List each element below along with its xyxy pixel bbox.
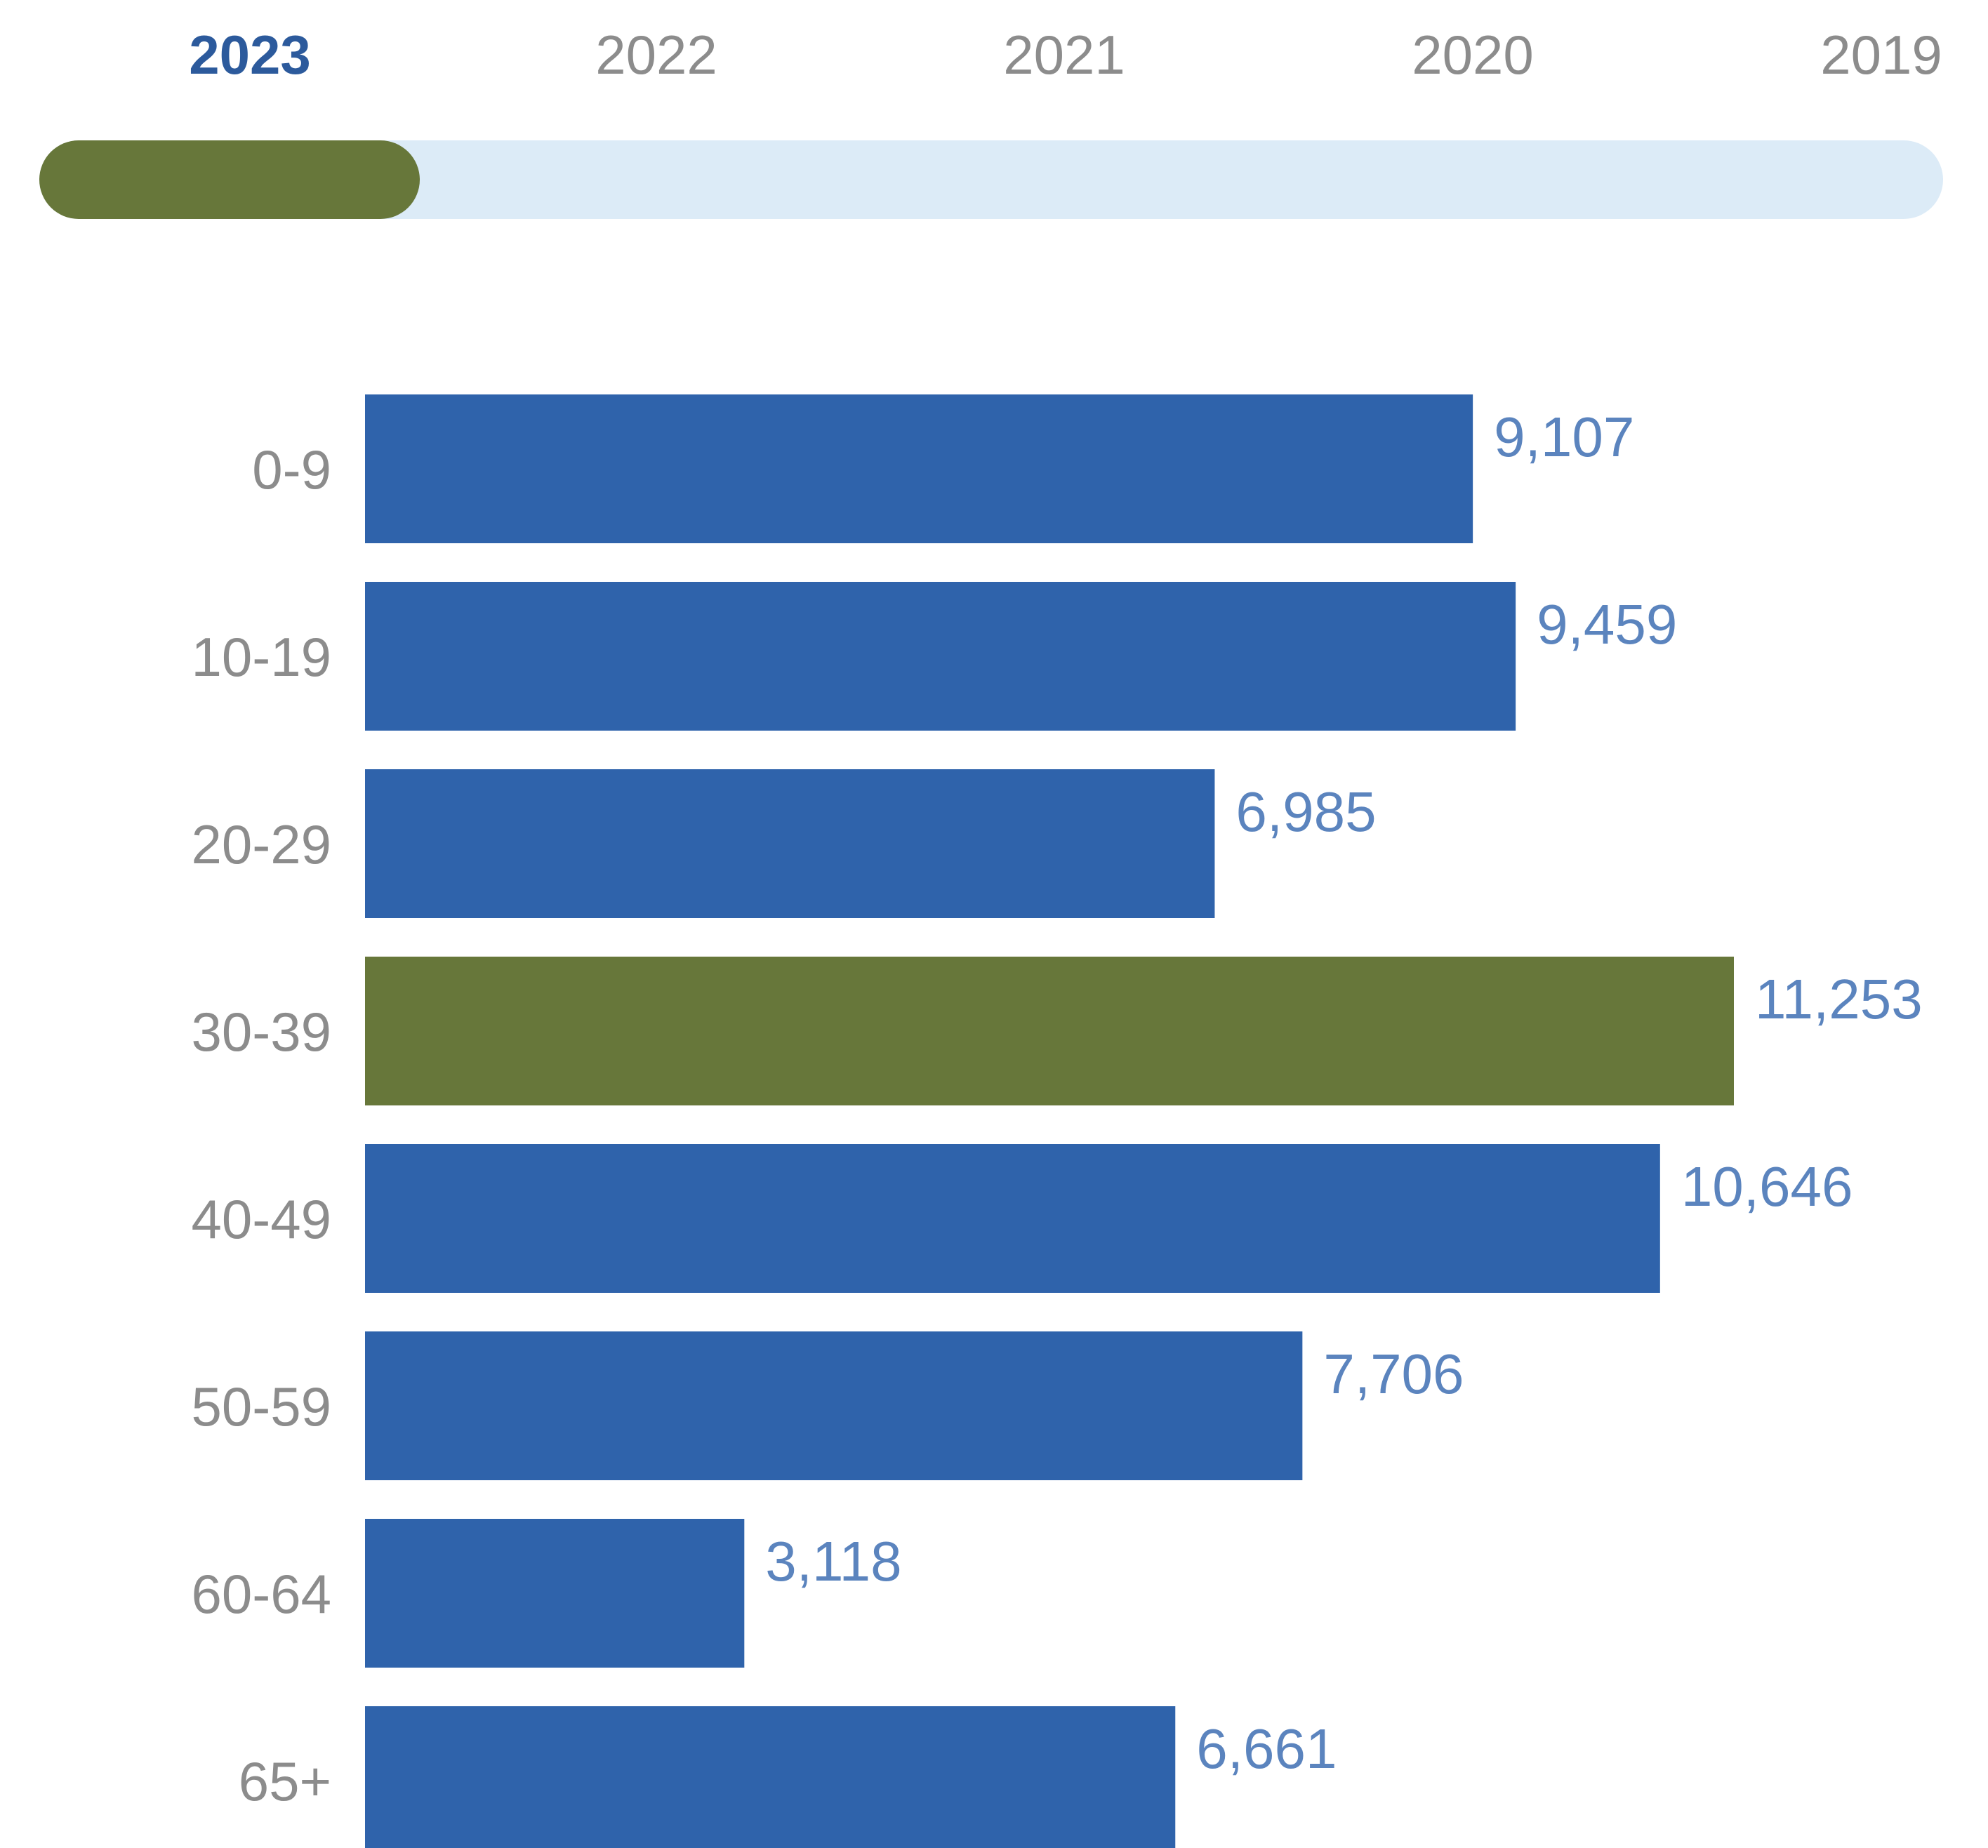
bar-50-59[interactable] <box>365 1331 1303 1480</box>
year-slider-thumb[interactable] <box>39 140 420 219</box>
year-selector: 2023 2022 2021 2020 2019 <box>0 0 1988 105</box>
value-label-0-9: 9,107 <box>1494 406 1634 468</box>
value-label-20-29: 6,985 <box>1235 780 1376 843</box>
category-label-20-29: 20-29 <box>192 813 332 875</box>
year-tab-2023[interactable]: 2023 <box>189 24 311 86</box>
category-label-30-39: 30-39 <box>192 1001 332 1063</box>
category-label-60-64: 60-64 <box>192 1563 332 1625</box>
year-tab-2021[interactable]: 2021 <box>1003 24 1125 86</box>
bar-40-49[interactable] <box>365 1144 1660 1293</box>
category-label-10-19: 10-19 <box>192 626 332 688</box>
value-label-60-64: 3,118 <box>765 1530 901 1593</box>
bar-60-64[interactable] <box>365 1519 745 1668</box>
bar-30-39[interactable] <box>365 957 1734 1105</box>
category-label-0-9: 0-9 <box>252 439 331 500</box>
category-label-40-49: 40-49 <box>192 1188 332 1250</box>
category-label-65+: 65+ <box>239 1750 331 1812</box>
bar-20-29[interactable] <box>365 769 1215 918</box>
bar-65+[interactable] <box>365 1706 1176 1848</box>
value-label-40-49: 10,646 <box>1681 1155 1853 1218</box>
year-tab-2022[interactable]: 2022 <box>595 24 717 86</box>
category-label-50-59: 50-59 <box>192 1376 332 1437</box>
year-tab-2019[interactable]: 2019 <box>1820 24 1942 86</box>
value-label-30-39: 11,253 <box>1755 968 1923 1030</box>
value-label-10-19: 9,459 <box>1537 593 1677 656</box>
bar-10-19[interactable] <box>365 582 1516 731</box>
value-label-65+: 6,661 <box>1196 1717 1337 1780</box>
year-tab-2020[interactable]: 2020 <box>1412 24 1534 86</box>
year-slider-track[interactable] <box>39 140 1943 219</box>
value-label-50-59: 7,706 <box>1323 1343 1464 1405</box>
bar-0-9[interactable] <box>365 394 1473 543</box>
